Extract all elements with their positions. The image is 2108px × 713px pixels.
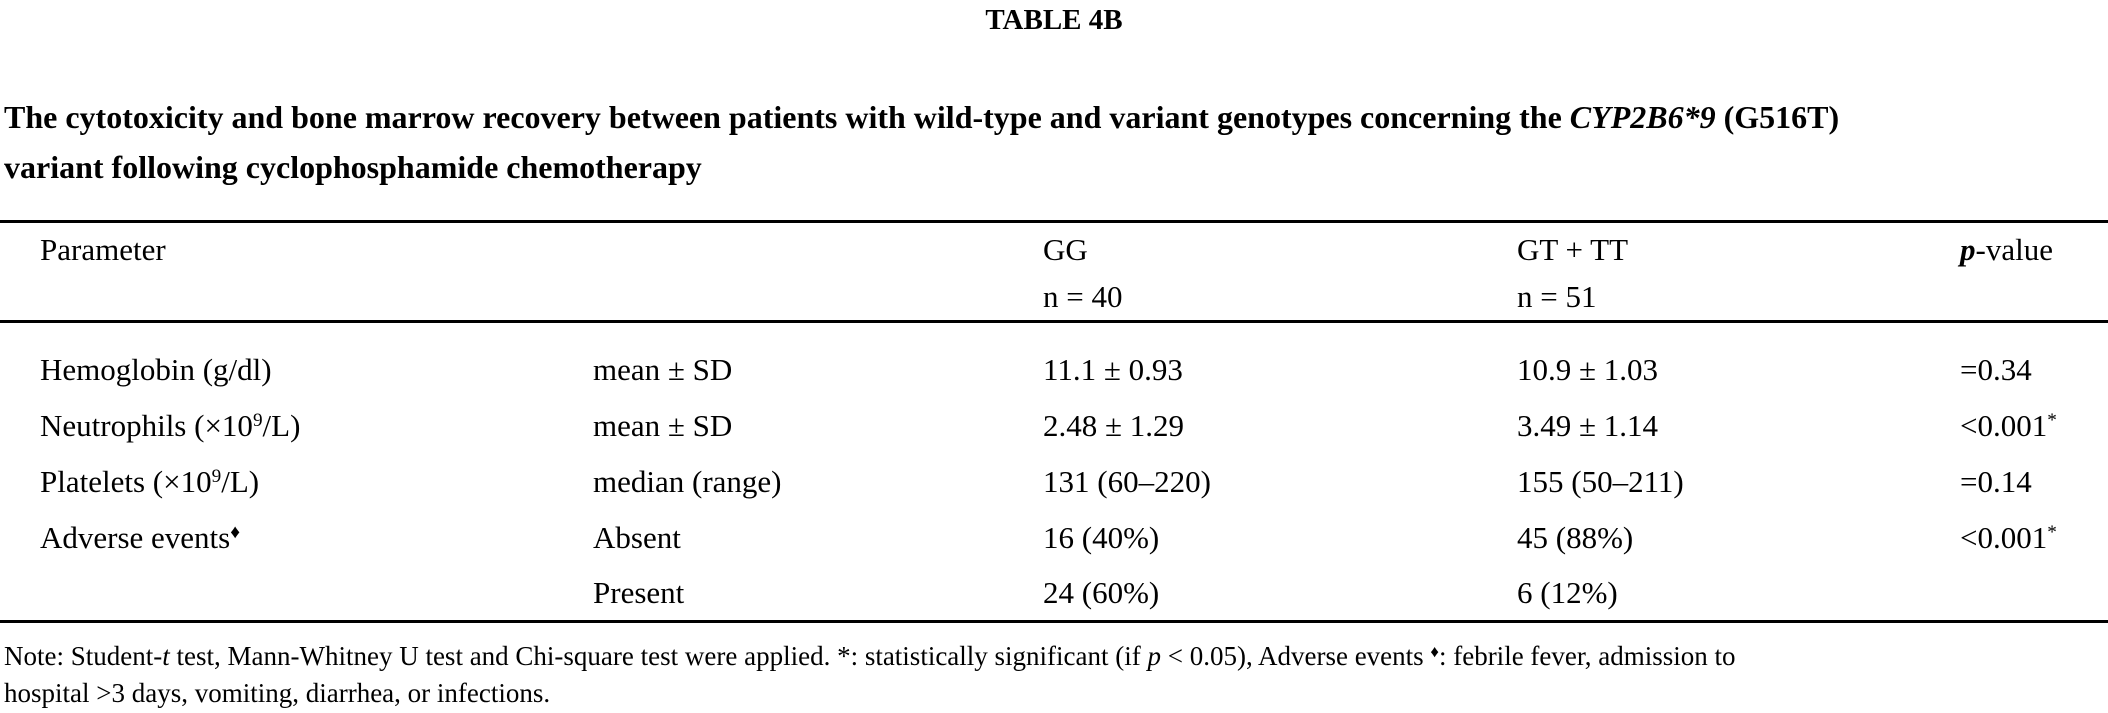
title-line1-post: (G516T) bbox=[1715, 99, 1840, 135]
p-cell: =0.14 bbox=[1960, 454, 2108, 510]
param-cell: Adverse events♦ bbox=[0, 510, 593, 566]
significance-star: * bbox=[2047, 410, 2057, 432]
p-cell bbox=[1960, 566, 2108, 622]
param-text: Platelets (×10 bbox=[40, 463, 212, 499]
gg-cell: 24 (60%) bbox=[1043, 574, 1160, 610]
header-gg-n: n = 40 bbox=[1043, 279, 1123, 314]
gg-cell: 2.48 ± 1.29 bbox=[1043, 407, 1185, 443]
p-value-text: =0.14 bbox=[1960, 463, 2032, 499]
gene-name: CYP2B6*9 bbox=[1569, 99, 1716, 135]
gttt-cell: 10.9 ± 1.03 bbox=[1517, 351, 1659, 387]
header-gttt-genotype: GT + TT bbox=[1517, 232, 1629, 267]
p-rest: -value bbox=[1975, 232, 2053, 267]
stat-cell: mean ± SD bbox=[593, 407, 733, 443]
header-row: Parameter GG n = 40 GT + TT n = 51 p-value bbox=[0, 221, 2108, 323]
note-text-line2: hospital >3 days, vomiting, diarrhea, or… bbox=[4, 678, 551, 708]
table-title: The cytotoxicity and bone marrow recover… bbox=[4, 92, 2106, 192]
note-italic-t: t bbox=[162, 641, 170, 671]
param-cell: Neutrophils (×109/L) bbox=[0, 398, 593, 454]
gg-cell: 131 (60–220) bbox=[1043, 463, 1211, 499]
note-text: test, Mann-Whitney U test and Chi-square… bbox=[169, 641, 1148, 671]
param-text: Hemoglobin (g/dl) bbox=[40, 351, 272, 387]
table-header: Parameter GG n = 40 GT + TT n = 51 p-value bbox=[0, 221, 2108, 323]
gttt-cell: 155 (50–211) bbox=[1517, 463, 1684, 499]
results-table: Parameter GG n = 40 GT + TT n = 51 p-value… bbox=[0, 220, 2108, 623]
gttt-cell: 45 (88%) bbox=[1517, 519, 1634, 555]
gttt-cell: 6 (12%) bbox=[1517, 574, 1618, 610]
stat-cell: mean ± SD bbox=[593, 351, 733, 387]
table-row: Present 24 (60%) 6 (12%) bbox=[0, 566, 2108, 622]
superscript-nine: 9 bbox=[252, 410, 263, 432]
note-text: : febrile fever, admission to bbox=[1438, 641, 1736, 671]
stat-cell: Present bbox=[593, 574, 685, 610]
param-text-post: /L) bbox=[221, 463, 260, 499]
spacer-row bbox=[0, 322, 2108, 342]
p-cell: =0.34 bbox=[1960, 342, 2108, 398]
p-value-text: =0.34 bbox=[1960, 351, 2032, 387]
spacer-cell bbox=[0, 322, 2108, 342]
table-body: Hemoglobin (g/dl) mean ± SD 11.1 ± 0.93 … bbox=[0, 322, 2108, 622]
stat-cell: median (range) bbox=[593, 463, 782, 499]
stat-cell: Absent bbox=[593, 519, 681, 555]
header-stat bbox=[593, 221, 1043, 323]
gttt-cell: 3.49 ± 1.14 bbox=[1517, 407, 1659, 443]
table-row: Hemoglobin (g/dl) mean ± SD 11.1 ± 0.93 … bbox=[0, 342, 2108, 398]
param-text: Neutrophils (×10 bbox=[40, 407, 253, 443]
p-cell: <0.001* bbox=[1960, 398, 2108, 454]
p-cell: <0.001* bbox=[1960, 510, 2108, 566]
param-text-post: /L) bbox=[262, 407, 301, 443]
param-cell: Platelets (×109/L) bbox=[0, 454, 593, 510]
param-text: Adverse events bbox=[40, 519, 231, 555]
table-note: Note: Student-t test, Mann-Whitney U tes… bbox=[4, 638, 2108, 712]
header-p-value: p-value bbox=[1960, 221, 2108, 323]
header-gg: GG n = 40 bbox=[1043, 221, 1517, 323]
header-gg-genotype: GG bbox=[1043, 232, 1088, 267]
adverse-diamond-icon: ♦ bbox=[230, 522, 241, 544]
title-line1-pre: The cytotoxicity and bone marrow recover… bbox=[4, 99, 1570, 135]
p-value-text: <0.001 bbox=[1960, 519, 2048, 555]
table-label: TABLE 4B bbox=[985, 4, 1123, 36]
note-text: Note: Student- bbox=[4, 641, 163, 671]
p-value-text: <0.001 bbox=[1960, 407, 2048, 443]
header-gt-tt: GT + TT n = 51 bbox=[1517, 221, 1960, 323]
table-row: Platelets (×109/L) median (range) 131 (6… bbox=[0, 454, 2108, 510]
p-italic: p bbox=[1960, 232, 1976, 267]
gg-cell: 11.1 ± 0.93 bbox=[1043, 351, 1183, 387]
header-gttt-n: n = 51 bbox=[1517, 279, 1597, 314]
param-cell: Hemoglobin (g/dl) bbox=[0, 342, 593, 398]
note-diamond-icon: ♦ bbox=[1430, 641, 1439, 661]
superscript-nine: 9 bbox=[211, 466, 222, 488]
table-row: Adverse events♦ Absent 16 (40%) 45 (88%)… bbox=[0, 510, 2108, 566]
header-parameter: Parameter bbox=[0, 221, 593, 323]
note-italic-p: p bbox=[1147, 641, 1162, 671]
note-text: < 0.05), Adverse events bbox=[1161, 641, 1431, 671]
title-line2: variant following cyclophosphamide chemo… bbox=[4, 149, 702, 185]
table-row: Neutrophils (×109/L) mean ± SD 2.48 ± 1.… bbox=[0, 398, 2108, 454]
param-cell bbox=[0, 566, 593, 622]
significance-star: * bbox=[2047, 522, 2057, 544]
gg-cell: 16 (40%) bbox=[1043, 519, 1160, 555]
